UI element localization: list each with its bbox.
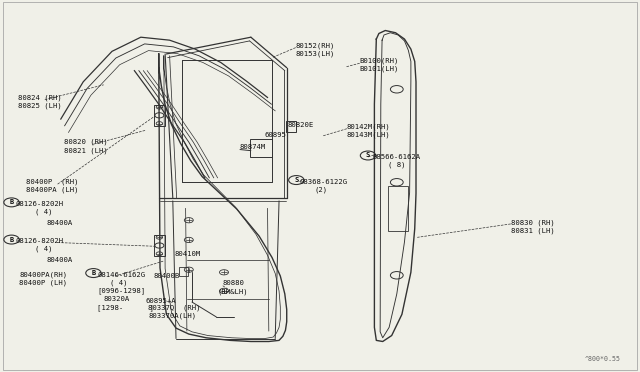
Text: 08126-8202H: 08126-8202H xyxy=(16,238,64,244)
Text: 08368-6122G: 08368-6122G xyxy=(300,179,348,185)
Text: ( 4): ( 4) xyxy=(35,209,52,215)
Text: 60895: 60895 xyxy=(265,132,287,138)
Text: ( 8): ( 8) xyxy=(388,162,405,169)
Text: B0101(LH): B0101(LH) xyxy=(360,66,399,73)
Text: 80820E: 80820E xyxy=(288,122,314,128)
Text: (RH&LH): (RH&LH) xyxy=(218,288,248,295)
Text: 80400A: 80400A xyxy=(46,257,72,263)
Text: 80400B: 80400B xyxy=(154,273,180,279)
Text: B: B xyxy=(10,237,13,243)
Text: 80824 (RH): 80824 (RH) xyxy=(18,94,61,101)
Text: 80400PA(RH): 80400PA(RH) xyxy=(19,271,67,278)
Text: 80337Q  (RH): 80337Q (RH) xyxy=(148,304,201,311)
Text: 80825 (LH): 80825 (LH) xyxy=(18,102,61,109)
Text: 80400P  (RH): 80400P (RH) xyxy=(26,178,78,185)
Text: B: B xyxy=(92,270,95,276)
FancyBboxPatch shape xyxy=(3,2,637,370)
Text: [1298-      ]: [1298- ] xyxy=(97,304,154,311)
Text: 80830 (RH): 80830 (RH) xyxy=(511,219,554,226)
Text: [0996-1298]: [0996-1298] xyxy=(97,288,145,294)
Text: B0100(RH): B0100(RH) xyxy=(360,58,399,64)
Text: 80831 (LH): 80831 (LH) xyxy=(511,227,554,234)
Text: 80320A: 80320A xyxy=(104,296,130,302)
Text: 80400A: 80400A xyxy=(46,220,72,226)
Text: 80143M(LH): 80143M(LH) xyxy=(347,131,390,138)
Text: S: S xyxy=(294,177,298,183)
Text: 08126-8202H: 08126-8202H xyxy=(16,201,64,207)
Text: 80142M(RH): 80142M(RH) xyxy=(347,123,390,130)
Text: 80821 (LH): 80821 (LH) xyxy=(64,147,108,154)
Text: 80820 (RH): 80820 (RH) xyxy=(64,139,108,145)
Text: 80153(LH): 80153(LH) xyxy=(296,50,335,57)
Text: B: B xyxy=(10,199,13,205)
Text: (2): (2) xyxy=(315,186,328,193)
Text: S: S xyxy=(366,153,370,158)
Text: ( 4): ( 4) xyxy=(110,279,127,286)
Text: 08146-6162G: 08146-6162G xyxy=(97,272,145,278)
Text: 80880: 80880 xyxy=(223,280,244,286)
Text: 80400P (LH): 80400P (LH) xyxy=(19,279,67,286)
Text: 80874M: 80874M xyxy=(239,144,266,150)
Text: ^800*0.55: ^800*0.55 xyxy=(585,356,621,362)
Text: 803370A(LH): 803370A(LH) xyxy=(148,312,196,319)
Text: 80400PA (LH): 80400PA (LH) xyxy=(26,186,78,193)
Text: 60895+A: 60895+A xyxy=(146,298,177,304)
Text: ( 4): ( 4) xyxy=(35,246,52,253)
Text: 80152(RH): 80152(RH) xyxy=(296,42,335,49)
Text: 80410M: 80410M xyxy=(174,251,200,257)
Text: 08566-6162A: 08566-6162A xyxy=(372,154,420,160)
